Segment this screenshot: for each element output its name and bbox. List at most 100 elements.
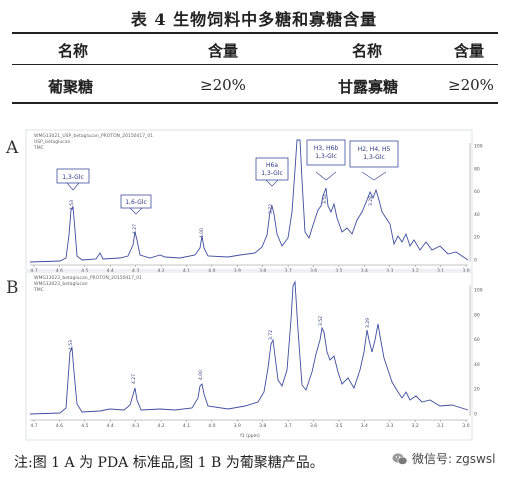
figure-note: 注:图 1 A 为 PDA 标准品,图 1 B 为葡聚糖产品。	[14, 455, 324, 471]
y-tick-label: 100	[474, 144, 483, 150]
x-tick-label: 4.5	[81, 423, 88, 429]
watermark: 微信号: zgswsl	[392, 450, 495, 467]
x-tick-label: 3.7	[285, 268, 292, 274]
annotation-box-h6a	[255, 157, 289, 181]
header-name-1: 名称	[58, 42, 89, 60]
x-tick-label: 4.0	[208, 268, 215, 274]
cell-mos-name: 甘露寡糖	[338, 78, 399, 96]
peak-label: 4.00	[199, 228, 205, 238]
panel-b-y-ticks: 100 80 60 40 20 0	[474, 288, 483, 418]
peak-label: 3.72	[268, 204, 274, 214]
peak-label: 3.52	[318, 316, 324, 326]
panel-a-header-2: USP_betaglucan	[34, 139, 70, 145]
panel-b-frame	[25, 271, 473, 441]
x-tick-label: 3.4	[361, 423, 368, 429]
header-content-2: 含量	[454, 42, 485, 60]
x-tick-label: 4.3	[132, 268, 139, 274]
x-tick-label: 3.2	[412, 423, 419, 429]
x-tick-label: 4.6	[56, 268, 63, 274]
x-tick-label: 3.3	[386, 423, 393, 429]
y-tick-label: 60	[474, 337, 480, 343]
panel-a-frame	[25, 129, 473, 271]
header-name-2: 名称	[352, 42, 383, 60]
peak-label: 4.53	[69, 200, 75, 210]
x-tick-label: 3.0	[462, 423, 469, 429]
x-tick-label: 3.3	[386, 268, 393, 274]
x-tick-label: 4.5	[81, 268, 88, 274]
x-tick-label: 4.4	[107, 423, 114, 429]
peak-label: 3.29	[365, 318, 371, 328]
peak-label: 4.00	[198, 370, 204, 380]
x-tick-label: 4.4	[107, 268, 114, 274]
annotation-brace-h3-h6b	[315, 171, 337, 181]
y-tick-label: 40	[474, 362, 480, 368]
header-content-1: 含量	[208, 42, 239, 60]
x-tick-label: 3.9	[234, 268, 241, 274]
annotation-brace-h2-h4-h5	[361, 171, 387, 181]
panel-b-x-label: f1 (ppm)	[240, 433, 260, 439]
annotation-box-13glc	[56, 168, 90, 184]
x-tick-label: 4.1	[183, 268, 190, 274]
panel-a-y-ticks: 100 80 60 40 20 0	[474, 144, 483, 264]
panel-a-header-3: TMC	[33, 145, 44, 151]
annotation-h6a: H6a 1,3-Glc	[261, 162, 283, 177]
y-tick-label: 100	[474, 288, 483, 294]
panel-b-label: B	[6, 278, 19, 298]
x-tick-label: 4.2	[157, 423, 164, 429]
x-tick-label: 3.1	[437, 268, 444, 274]
panel-a-x-ticks: 4.7 4.6 4.5 4.4 4.3 4.2 4.1 4.0 3.9 3.8 3.7 3.6 3.5 3…	[30, 265, 470, 274]
y-tick-label: 0	[474, 258, 477, 264]
panel-a-spectrum	[29, 139, 469, 263]
x-tick-label: 3.6	[310, 423, 317, 429]
annotation-h2-h4-h5: H2, H4, H5 1,3-Glc	[358, 146, 391, 161]
panel-b-header-3: TMC	[33, 287, 44, 293]
annotation-brace-h6a	[265, 179, 279, 187]
panel-b-spectrum	[29, 280, 469, 415]
panel-a-label: A	[6, 138, 19, 158]
annotation-h3-h6b: H3, H6b 1,3-Glc	[314, 145, 338, 160]
peak-label: 4.27	[131, 374, 137, 384]
y-tick-label: 20	[474, 235, 480, 241]
x-tick-label: 3.7	[285, 423, 292, 429]
table-top-rule	[12, 32, 498, 34]
x-tick-label: 3.8	[259, 268, 266, 274]
x-tick-label: 4.7	[30, 423, 37, 429]
x-tick-label: 4.3	[132, 423, 139, 429]
table-bottom-rule	[12, 102, 498, 104]
x-tick-label: 3.0	[462, 268, 469, 274]
wechat-icon	[392, 452, 408, 465]
annotation-brace-16glc	[129, 207, 143, 215]
x-tick-label: 3.9	[234, 423, 241, 429]
annotation-16glc: 1,6-Glc	[125, 199, 147, 206]
x-tick-label: 4.7	[30, 268, 37, 274]
peak-label: 3.52	[322, 194, 328, 204]
nmr-spectra-figure: WMG13021_USP_betaglucan_PROTON_20150417_…	[25, 129, 483, 441]
x-tick-label: 3.6	[310, 268, 317, 274]
x-tick-label: 3.1	[437, 423, 444, 429]
watermark-text: 微信号: zgswsl	[412, 452, 496, 466]
peak-label: 4.27	[132, 224, 138, 234]
y-tick-label: 80	[474, 312, 480, 318]
x-tick-label: 3.5	[335, 423, 342, 429]
y-tick-label: 0	[474, 412, 477, 418]
y-tick-label: 60	[474, 189, 480, 195]
x-tick-label: 3.8	[259, 423, 266, 429]
annotation-13glc: 1,3-Glc	[62, 174, 84, 181]
peak-label: 3.72	[268, 330, 274, 340]
panel-b-header-1: WMG13023_betaglucan_PROTON_20150417_01	[34, 275, 142, 281]
x-tick-label: 4.6	[56, 423, 63, 429]
peak-label: 3.28	[368, 196, 374, 206]
y-tick-label: 80	[474, 166, 480, 172]
annotation-brace-13glc	[66, 182, 80, 191]
table-caption: 表 4 生物饲料中多糖和寡糖含量	[130, 10, 378, 29]
annotation-box-16glc	[120, 194, 152, 209]
annotation-box-h2-h4-h5	[349, 140, 399, 168]
x-tick-label: 4.2	[157, 268, 164, 274]
y-tick-label: 20	[474, 387, 480, 393]
x-tick-label: 4.0	[208, 423, 215, 429]
cell-glucan-content: ≥20%	[200, 76, 246, 94]
panel-a-header-1: WMG13021_USP_betaglucan_PROTON_20150417_…	[34, 133, 153, 139]
x-tick-label: 4.1	[183, 423, 190, 429]
x-tick-label: 3.4	[361, 268, 368, 274]
panel-b-x-ticks: 4.7 4.6 4.5 4.4 4.3 4.2 4.1 4.0 3.9 3.8 3.7 3.6 3.5 3…	[30, 420, 470, 429]
